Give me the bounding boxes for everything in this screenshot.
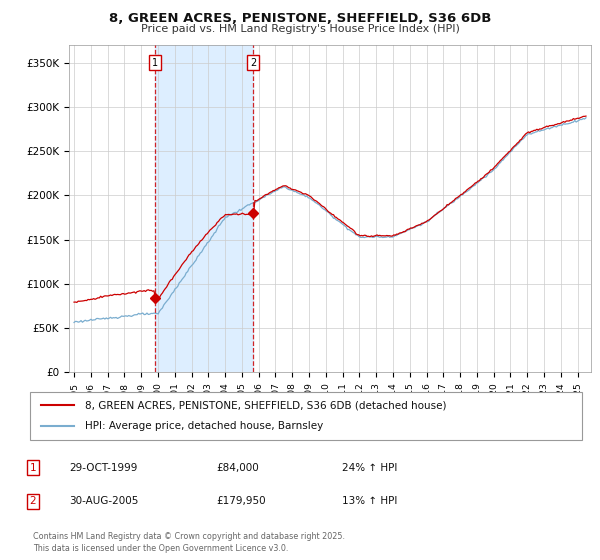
Text: Contains HM Land Registry data © Crown copyright and database right 2025.
This d: Contains HM Land Registry data © Crown c… xyxy=(33,533,345,553)
Text: 29-OCT-1999: 29-OCT-1999 xyxy=(69,463,137,473)
Text: 1: 1 xyxy=(152,58,158,68)
Text: 8, GREEN ACRES, PENISTONE, SHEFFIELD, S36 6DB (detached house): 8, GREEN ACRES, PENISTONE, SHEFFIELD, S3… xyxy=(85,400,446,410)
Text: 2: 2 xyxy=(29,496,37,506)
Text: 24% ↑ HPI: 24% ↑ HPI xyxy=(342,463,397,473)
Text: 30-AUG-2005: 30-AUG-2005 xyxy=(69,496,139,506)
Bar xyxy=(155,45,253,372)
Text: £179,950: £179,950 xyxy=(216,496,266,506)
Text: 8, GREEN ACRES, PENISTONE, SHEFFIELD, S36 6DB: 8, GREEN ACRES, PENISTONE, SHEFFIELD, S3… xyxy=(109,12,491,25)
Text: 1: 1 xyxy=(29,463,37,473)
Text: 13% ↑ HPI: 13% ↑ HPI xyxy=(342,496,397,506)
Text: 2: 2 xyxy=(250,58,256,68)
Text: HPI: Average price, detached house, Barnsley: HPI: Average price, detached house, Barn… xyxy=(85,421,323,431)
Text: Price paid vs. HM Land Registry's House Price Index (HPI): Price paid vs. HM Land Registry's House … xyxy=(140,24,460,34)
Text: £84,000: £84,000 xyxy=(216,463,259,473)
FancyBboxPatch shape xyxy=(30,392,582,440)
